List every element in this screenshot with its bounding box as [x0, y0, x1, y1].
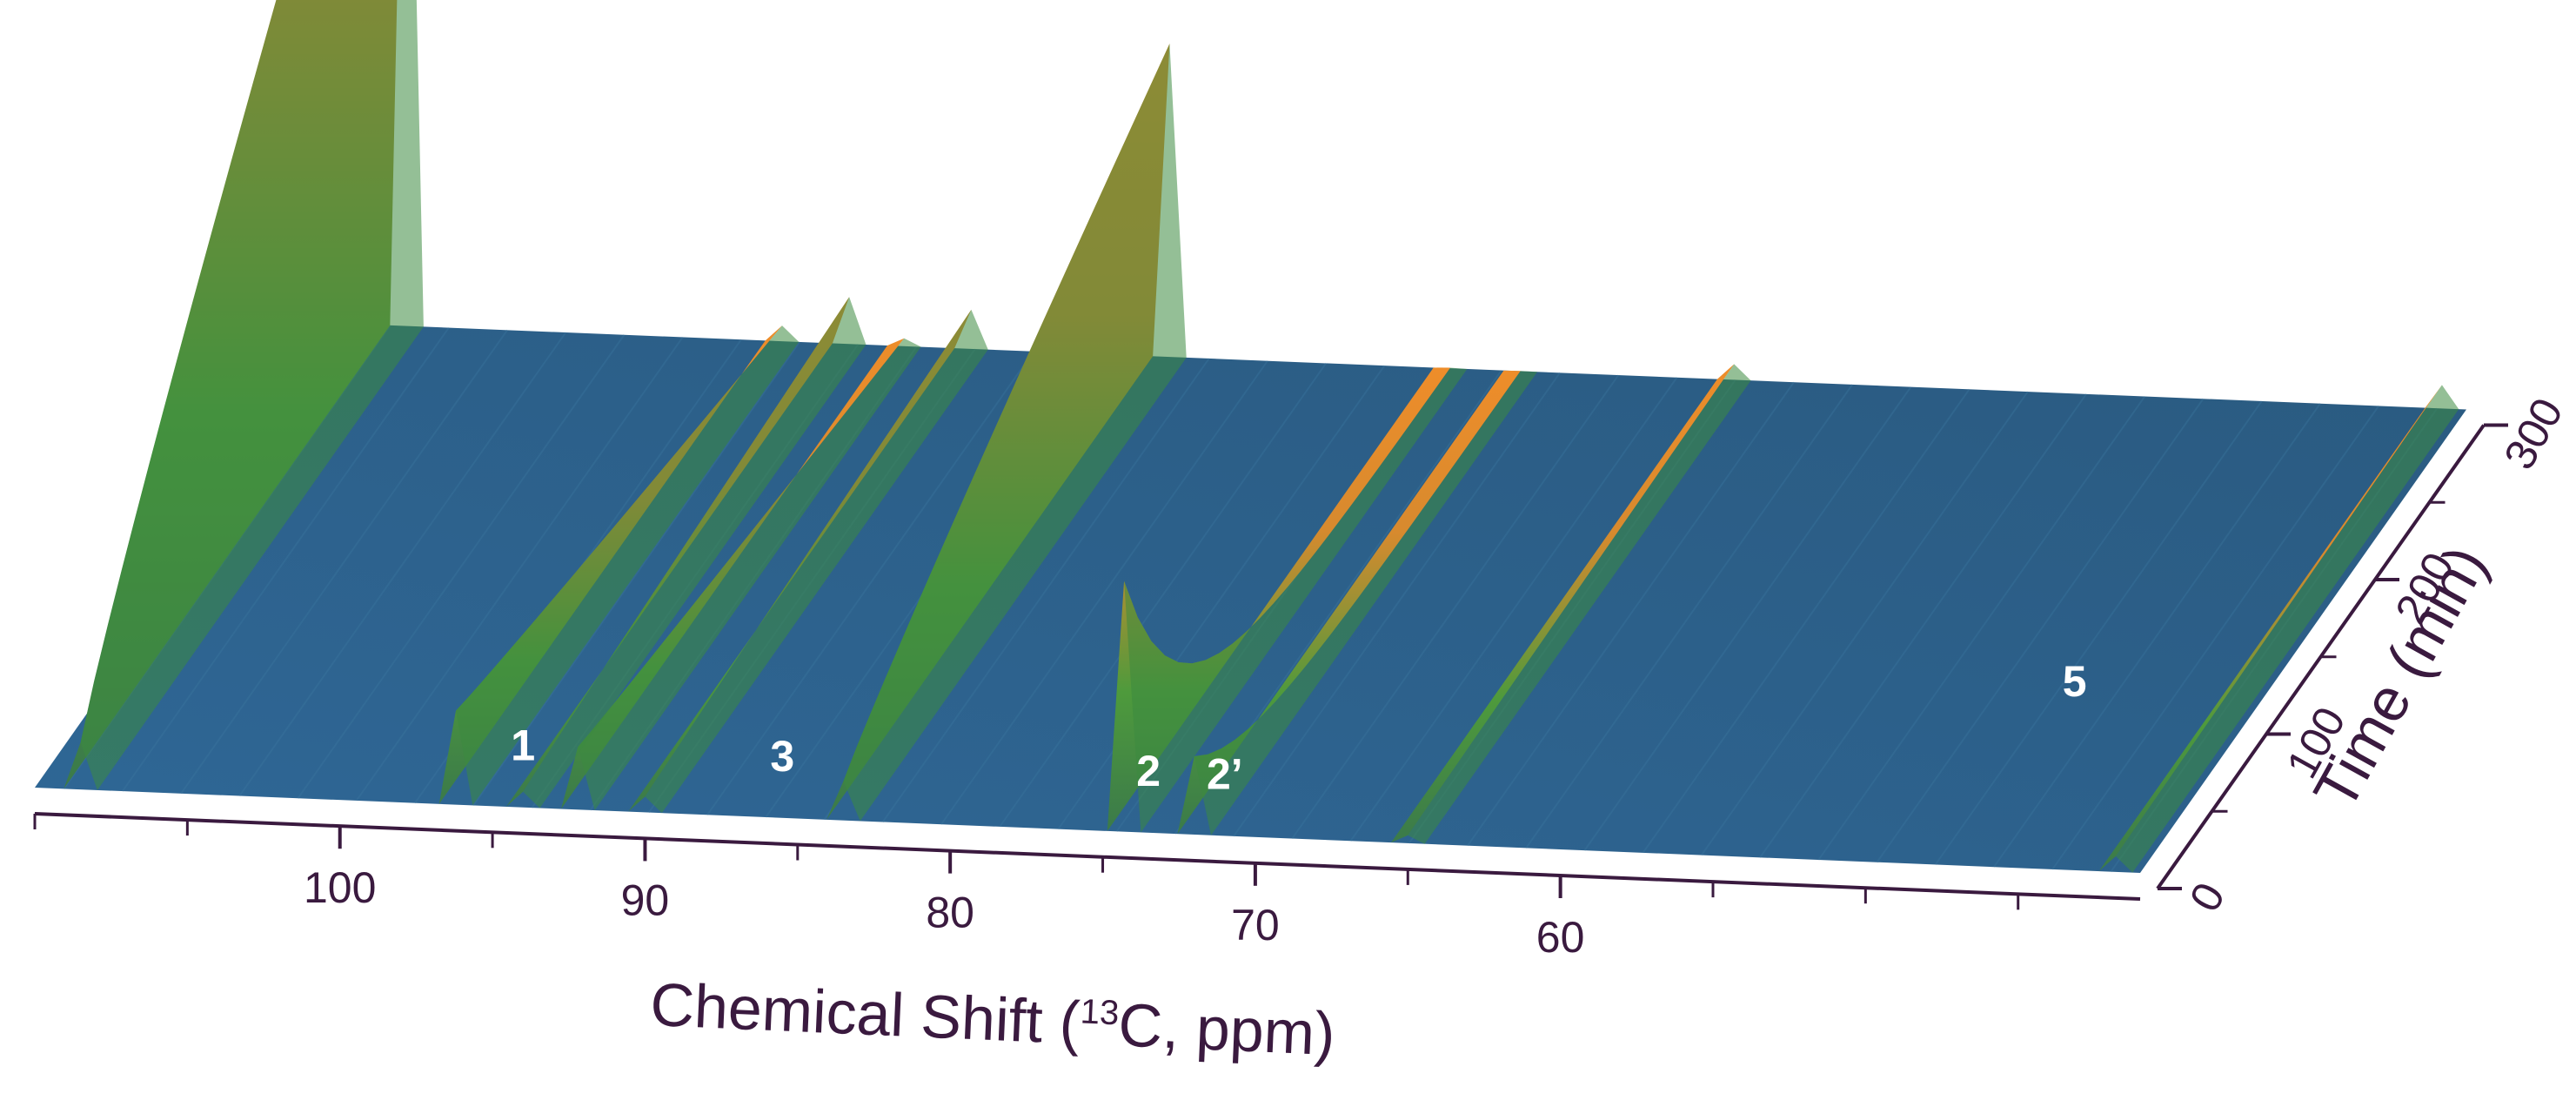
peak-ridge-front [2098, 385, 2442, 872]
surface-stripe [1759, 393, 2087, 858]
surface-stripe [238, 332, 567, 797]
peak-ridge-front [1177, 370, 1521, 835]
peak-ridge-front [1107, 367, 1451, 831]
peak-ridge-side [1194, 371, 1538, 835]
x-tick-label: 100 [304, 863, 376, 912]
peak-label: 1 [511, 721, 535, 770]
peak-label: 4 [38, 655, 63, 704]
surface-peaks [64, 0, 2459, 873]
peak-label: 2’ [1207, 749, 1243, 798]
surface-stripe [1993, 403, 2321, 868]
surface-stripe [706, 351, 1034, 815]
x-axis-title: Chemical Shift (13C, ppm) [649, 970, 1336, 1068]
peak-label: 2 [1136, 747, 1161, 795]
peak-ridge-side [456, 325, 800, 806]
y-tick-label: 0 [2180, 875, 2234, 919]
surface-stripe [1876, 398, 2205, 863]
peak-label: 3 [770, 732, 794, 781]
x-axis-title-superscript: 13 [1080, 992, 1120, 1032]
surface-stripe [1934, 400, 2263, 866]
peak-ridge-side [1408, 364, 1751, 844]
surface-stripe [1583, 386, 1912, 851]
surface-stripe [122, 327, 450, 792]
surface-stripe [1349, 377, 1678, 842]
peak-ridge-side [578, 338, 921, 811]
peak-ridge-side [843, 44, 1187, 822]
x-tick-label: 80 [926, 889, 974, 937]
surface-stripe [1817, 395, 2146, 861]
peak-ridge-side [2115, 385, 2459, 873]
peak-label: 1 [511, 721, 535, 770]
surface-stripe [1057, 365, 1386, 830]
surface-stripe [1291, 374, 1620, 840]
surface-stripe [1525, 384, 1853, 849]
x-axis: 100 90 80 70 60 [33, 812, 2141, 962]
surface-stripe [472, 341, 800, 806]
surface-stripe [297, 334, 626, 799]
surface-stripe [881, 358, 1210, 823]
surface-stripe [2051, 405, 2379, 870]
x-axis-title-suffix: C, ppm) [1117, 990, 1336, 1068]
surface-stripe [940, 360, 1268, 825]
surface-stripe [180, 329, 508, 795]
x-tick-label: 90 [621, 876, 670, 924]
peak-ridge-side [80, 0, 424, 790]
y-tick-label: 300 [2494, 390, 2572, 477]
peak-ridge-side [1124, 367, 1468, 833]
x-axis-title-prefix: Chemical Shift ( [649, 970, 1081, 1057]
surface-stripe [1642, 388, 1970, 854]
peak-ridge-side [523, 297, 866, 808]
peak-label: 5 [2063, 657, 2087, 706]
x-tick-label: 60 [1536, 913, 1585, 962]
surface-stripe [1701, 391, 2029, 856]
surface-floor [35, 324, 2466, 873]
x-axis-line [34, 812, 2141, 901]
surface-stripe [355, 336, 684, 802]
surface-stripe [1467, 381, 1795, 847]
peak-ridge-side [645, 309, 988, 814]
surface-stripe [1233, 372, 1561, 837]
surface-stripe [999, 362, 1327, 828]
peak-ridge-front [1390, 364, 1735, 843]
x-tick-label: 70 [1231, 901, 1280, 949]
